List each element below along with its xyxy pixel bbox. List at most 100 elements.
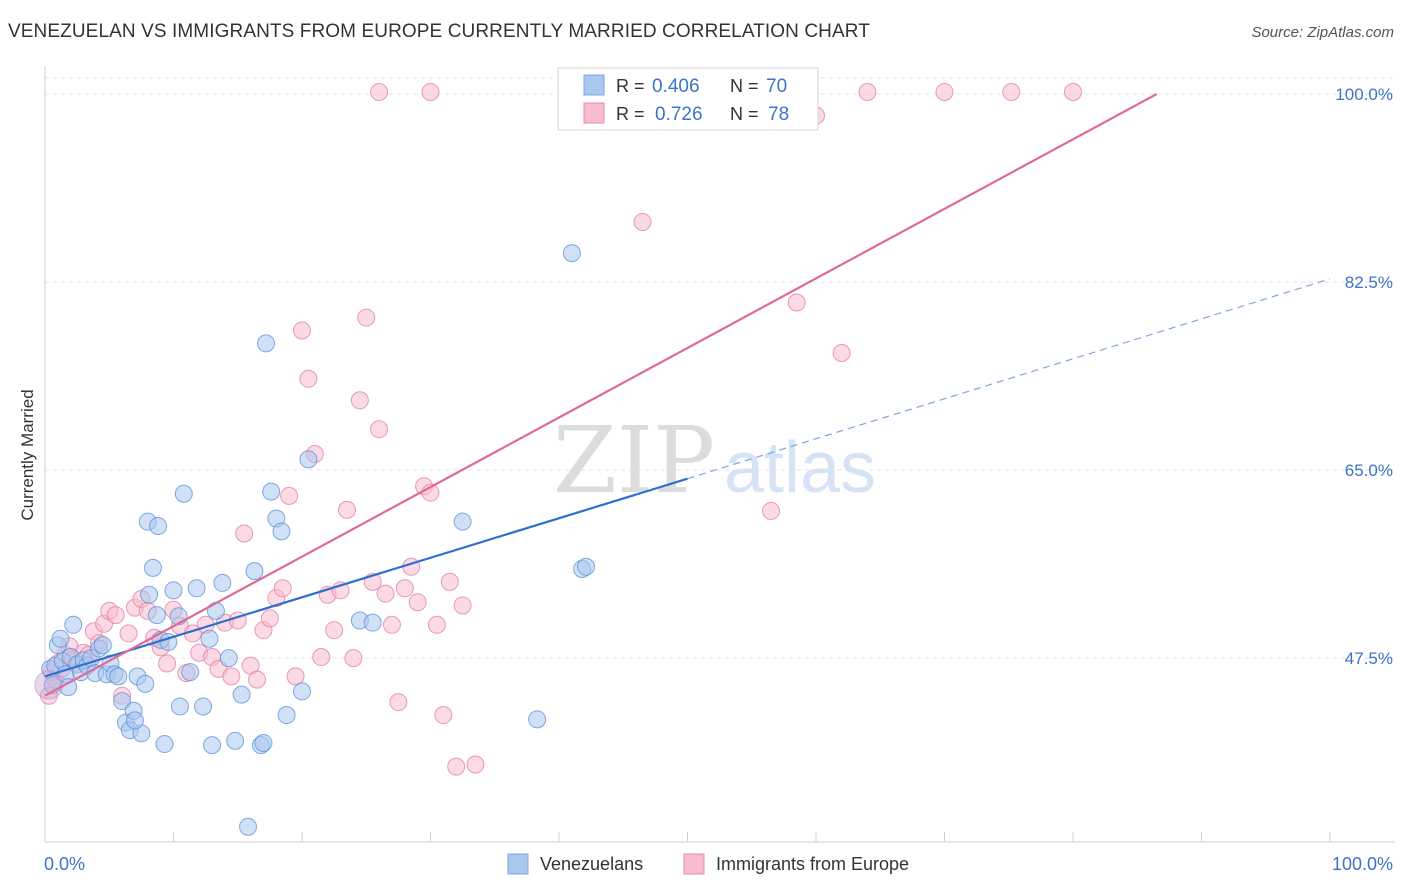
- tick-labels: 47.5% 65.0% 82.5% 100.0% 0.0% 100.0%: [44, 85, 1393, 874]
- immigrants-point-65: [427, 615, 446, 634]
- venezuelan-point-33: [155, 735, 174, 754]
- legend-n-label-1: N =: [730, 76, 759, 96]
- immigrants-point-39: [260, 609, 279, 628]
- immigrants-point-82: [858, 82, 877, 101]
- legend-r-label-2: R =: [616, 104, 645, 124]
- bottom-legend-swatch-blue: [507, 853, 529, 875]
- bottom-legend-label-immigrants: Immigrants from Europe: [716, 854, 909, 874]
- venezuelan-point-54: [277, 706, 296, 725]
- immigrants-point-75: [370, 82, 389, 101]
- immigrants-point-35: [235, 524, 254, 543]
- bottom-legend-label-venezuelans: Venezuelans: [540, 854, 643, 874]
- immigrants-point-23: [158, 654, 177, 673]
- venezuelan-point-29: [140, 585, 159, 604]
- immigrants-point-83: [935, 82, 954, 101]
- immigrants-point-33: [222, 667, 241, 686]
- immigrants-point-52: [344, 649, 363, 668]
- venezuelan-point-21: [109, 667, 128, 686]
- venezuelan-point-56: [149, 516, 168, 535]
- venezuelan-point-47: [239, 817, 258, 836]
- y-tick-label-0: 47.5%: [1345, 649, 1393, 668]
- legend-n-value-1: 70: [766, 76, 787, 97]
- venezuelan-trend-line: [44, 477, 688, 678]
- trend-lines: [44, 93, 1331, 697]
- venezuelan-point-65: [528, 710, 547, 729]
- legend-swatch-blue: [583, 74, 605, 96]
- venezuelan-point-31: [147, 606, 166, 625]
- venezuelan-point-22: [113, 692, 132, 711]
- venezuelan-point-63: [363, 613, 382, 632]
- y-tick-label-3: 100.0%: [1335, 85, 1393, 104]
- immigrants-point-41: [273, 579, 292, 598]
- venezuelan-point-44: [219, 649, 238, 668]
- immigrants-point-44: [293, 321, 311, 340]
- legend-n-label-2: N =: [730, 104, 759, 124]
- venezuelan-point-66: [562, 244, 581, 263]
- venezuelan-point-30: [143, 558, 162, 577]
- venezuelan-point-28: [136, 674, 155, 693]
- immigrants-point-74: [832, 344, 851, 363]
- immigrants-point-84: [1064, 82, 1082, 101]
- immigrants-point-47: [312, 648, 331, 667]
- venezuelan-point-41: [200, 629, 219, 648]
- immigrants-point-70: [466, 755, 485, 774]
- venezuelan-point-46: [232, 685, 251, 704]
- x-tick-label-0: 0.0%: [44, 854, 85, 874]
- legend-r-value-2: 0.726: [655, 104, 703, 125]
- venezuelan-point-4: [51, 629, 70, 648]
- venezuelan-point-59: [203, 736, 222, 755]
- immigrants-point-60: [395, 579, 414, 598]
- venezuelan-point-48: [245, 562, 264, 581]
- venezuelan-point-68: [576, 557, 595, 576]
- venezuelan-point-58: [170, 697, 189, 716]
- legend-r-value-1: 0.406: [652, 76, 700, 97]
- venezuelan-point-38: [181, 663, 200, 682]
- immigrants-point-53: [350, 391, 369, 410]
- y-tick-label-1: 65.0%: [1345, 461, 1393, 480]
- immigrants-point-56: [370, 420, 389, 439]
- immigrants-trend-line: [44, 93, 1158, 697]
- immigrants-point-78: [421, 82, 440, 101]
- immigrants-point-58: [382, 615, 401, 634]
- immigrants-point-45: [299, 369, 318, 388]
- legend-r-label-1: R =: [616, 76, 645, 96]
- series-legend: Venezuelans Immigrants from Europe: [507, 853, 909, 875]
- venezuelan-points: [34, 244, 595, 836]
- venezuelan-point-35: [164, 581, 183, 600]
- immigrants-point-73: [787, 293, 806, 312]
- venezuelan-point-57: [125, 711, 144, 730]
- venezuelan-point-39: [187, 579, 206, 598]
- x-tick-label-1: 100.0%: [1332, 854, 1393, 874]
- venezuelan-point-51: [262, 482, 281, 501]
- bottom-legend-swatch-pink: [683, 853, 705, 875]
- immigrants-point-15: [106, 606, 125, 625]
- watermark-zip: ZIP: [553, 407, 715, 514]
- immigrants-point-69: [453, 596, 472, 615]
- immigrants-point-54: [357, 308, 376, 327]
- venezuelan-point-42: [206, 601, 225, 620]
- chart-title: VENEZUELAN VS IMMIGRANTS FROM EUROPE CUR…: [8, 21, 870, 42]
- immigrants-point-59: [389, 693, 408, 712]
- immigrants-point-71: [633, 212, 652, 231]
- venezuelan-point-53: [272, 522, 291, 541]
- immigrants-point-42: [280, 486, 299, 505]
- venezuelan-point-40: [194, 697, 213, 716]
- immigrants-point-62: [408, 593, 427, 612]
- venezuelan-point-64: [453, 512, 472, 531]
- immigrants-point-49: [325, 621, 344, 640]
- immigrants-point-77: [1002, 82, 1021, 101]
- venezuelan-point-37: [174, 484, 193, 503]
- immigrants-point-17: [119, 624, 138, 643]
- immigrants-point-66: [434, 706, 453, 725]
- immigrants-point-67: [440, 572, 459, 591]
- venezuelan-point-17: [93, 636, 112, 655]
- source-label: Source: ZipAtlas.com: [1251, 24, 1394, 41]
- venezuelan-point-50: [257, 334, 276, 353]
- immigrants-point-57: [376, 584, 395, 603]
- immigrants-point-37: [248, 670, 267, 689]
- venezuelan-point-45: [226, 731, 245, 750]
- watermark-atlas: atlas: [724, 428, 876, 508]
- venezuelan-point-69: [254, 733, 273, 752]
- immigrants-point-51: [337, 500, 356, 519]
